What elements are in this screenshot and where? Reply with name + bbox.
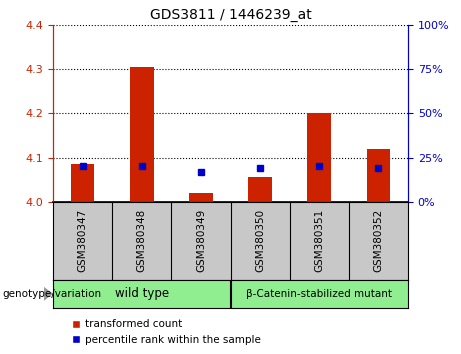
Text: GSM380352: GSM380352 bbox=[373, 209, 384, 272]
Text: GSM380349: GSM380349 bbox=[196, 209, 206, 272]
Text: GSM380351: GSM380351 bbox=[314, 209, 324, 272]
Bar bbox=[366, 149, 390, 202]
Text: genotype/variation: genotype/variation bbox=[2, 289, 101, 299]
Text: GSM380348: GSM380348 bbox=[137, 209, 147, 272]
Legend: transformed count, percentile rank within the sample: transformed count, percentile rank withi… bbox=[67, 315, 265, 349]
Bar bbox=[130, 67, 154, 202]
Title: GDS3811 / 1446239_at: GDS3811 / 1446239_at bbox=[150, 8, 311, 22]
Bar bbox=[248, 177, 272, 202]
Text: wild type: wild type bbox=[115, 287, 169, 300]
Text: β-Catenin-stabilized mutant: β-Catenin-stabilized mutant bbox=[246, 289, 392, 299]
Text: GSM380350: GSM380350 bbox=[255, 209, 265, 272]
Polygon shape bbox=[44, 287, 53, 301]
Bar bbox=[307, 113, 331, 202]
Text: GSM380347: GSM380347 bbox=[77, 209, 88, 272]
Bar bbox=[189, 193, 213, 202]
Bar bbox=[71, 164, 95, 202]
